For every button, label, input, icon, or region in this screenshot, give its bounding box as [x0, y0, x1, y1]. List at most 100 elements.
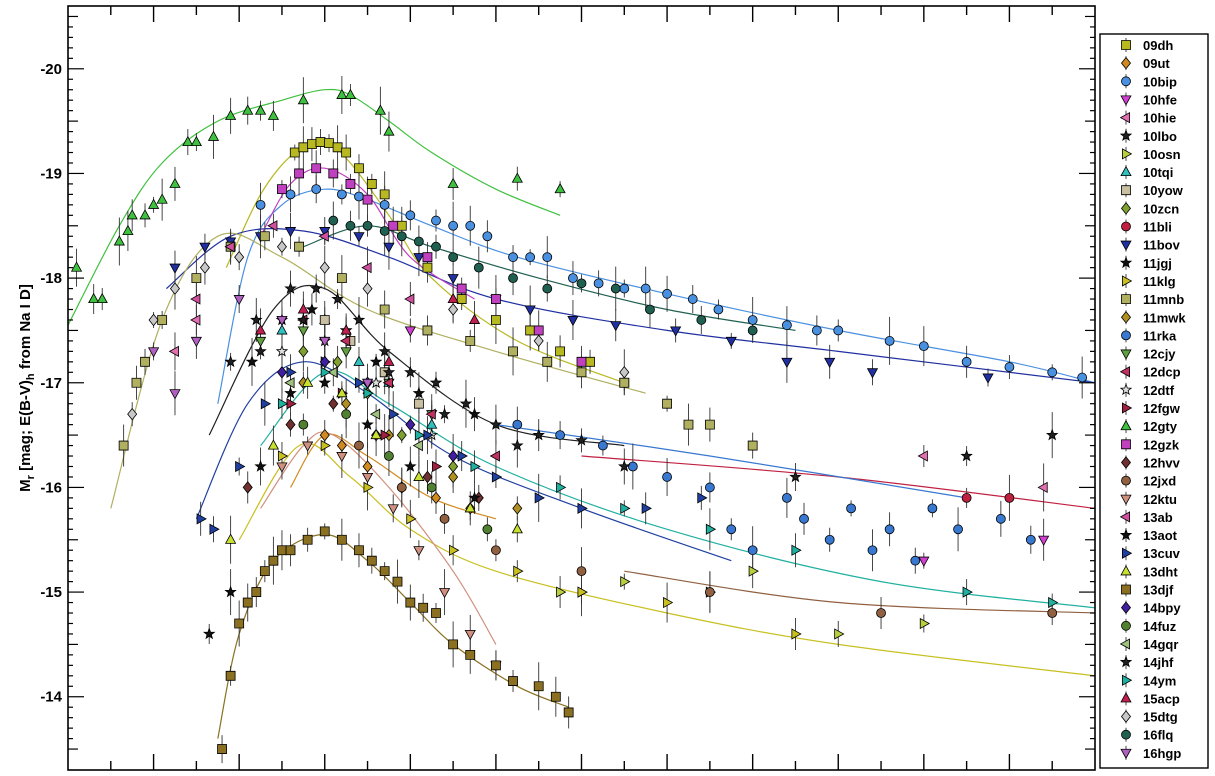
- point-16flq: [748, 326, 757, 335]
- legend-label-13aot: 13aot: [1143, 528, 1178, 543]
- point-10bip: [380, 200, 389, 209]
- point-16flq: [432, 242, 441, 251]
- y-tick-label: -17: [40, 375, 62, 392]
- point-10yow: [320, 315, 329, 324]
- point-11mwk: [342, 398, 351, 409]
- fit-curve-12ktu: [261, 432, 496, 644]
- point-12jxd: [397, 483, 406, 492]
- point-10tqi: [354, 356, 364, 365]
- point-10bip: [885, 336, 894, 345]
- point-13djf: [393, 577, 402, 586]
- point-11mnb: [684, 420, 693, 429]
- point-13djf: [432, 609, 441, 618]
- point-09dh: [333, 143, 342, 152]
- point-11rka: [928, 504, 937, 513]
- legend-label-13ab: 13ab: [1143, 510, 1173, 525]
- point-12gty: [375, 105, 385, 114]
- point-09dh: [397, 221, 406, 230]
- point-13djf: [243, 598, 252, 607]
- point-09dh: [354, 164, 363, 173]
- point-11rka: [847, 504, 856, 513]
- point-16flq: [577, 279, 586, 288]
- point-11bov: [782, 358, 792, 367]
- point-14ym: [792, 545, 801, 555]
- point-13djf: [218, 745, 227, 754]
- fit-curve-11mnb: [111, 233, 646, 508]
- point-10bip: [782, 321, 791, 330]
- point-15dtg: [235, 252, 244, 263]
- point-10bip: [543, 253, 552, 262]
- point-09dh: [316, 138, 325, 147]
- y-tick-label: -14: [40, 689, 62, 706]
- point-10osn: [621, 577, 630, 587]
- point-11bov: [825, 358, 835, 367]
- point-10osn: [749, 566, 758, 576]
- point-12cjy: [298, 327, 308, 336]
- legend-label-10lbo: 10lbo: [1143, 129, 1177, 144]
- point-12gzk: [329, 169, 338, 178]
- point-11rka: [954, 525, 963, 534]
- fit-curves: [68, 89, 1095, 738]
- legend-label-13dht: 13dht: [1143, 564, 1178, 579]
- point-11rka: [996, 514, 1005, 523]
- point-16flq: [329, 216, 338, 225]
- point-12gzk: [534, 326, 543, 335]
- point-12gty: [337, 90, 347, 99]
- point-11rka: [628, 462, 637, 471]
- point-12gty: [555, 184, 565, 193]
- point-10bip: [406, 211, 415, 220]
- point-11bli: [962, 493, 971, 502]
- point-12fgw: [432, 462, 441, 472]
- legend-label-14bpy: 14bpy: [1143, 601, 1181, 616]
- point-11bli: [1005, 493, 1014, 502]
- legend-label-10bip: 10bip: [1143, 74, 1177, 89]
- point-14bpy: [277, 367, 286, 378]
- point-10bip: [688, 295, 697, 304]
- point-14ym: [471, 462, 480, 472]
- error-bars: [77, 76, 1083, 763]
- legend-label-12gty: 12gty: [1143, 419, 1178, 434]
- point-14fuz: [299, 420, 308, 429]
- point-11mnb: [141, 357, 150, 366]
- point-13djf: [337, 535, 346, 544]
- point-11mnb: [705, 420, 714, 429]
- legend-label-10yow: 10yow: [1143, 183, 1184, 198]
- point-11klg: [364, 482, 373, 492]
- point-12dcp: [341, 336, 350, 346]
- point-13djf: [303, 535, 312, 544]
- point-16flq: [380, 227, 389, 236]
- point-11rka: [800, 514, 809, 523]
- point-12ktu: [414, 547, 424, 556]
- point-11bov: [448, 275, 458, 284]
- point-12gty: [127, 210, 137, 219]
- point-09ut: [320, 429, 329, 440]
- point-11rka: [556, 431, 565, 440]
- point-11mnb: [192, 274, 201, 283]
- legend-label-16flq: 16flq: [1143, 728, 1173, 743]
- point-14fuz: [384, 452, 393, 461]
- point-16flq: [697, 315, 706, 324]
- point-10bip: [312, 185, 321, 194]
- point-16flq: [543, 284, 552, 293]
- point-13djf: [252, 588, 261, 597]
- point-13djf: [466, 650, 475, 659]
- point-13dht: [268, 440, 278, 449]
- point-16flq: [611, 284, 620, 293]
- point-12gty: [448, 179, 458, 188]
- y-tick-label: -15: [40, 584, 62, 601]
- point-15dtg: [200, 262, 209, 273]
- point-12gty: [345, 90, 355, 99]
- legend-marker-11bli: [1122, 222, 1131, 231]
- point-13cuv: [698, 493, 707, 503]
- point-16flq: [449, 253, 458, 262]
- point-12gty: [140, 210, 150, 219]
- point-13ab: [362, 263, 371, 273]
- point-10bip: [568, 274, 577, 283]
- point-11mnb: [663, 399, 672, 408]
- point-10bip: [337, 190, 346, 199]
- legend-marker-12gzk: [1122, 440, 1131, 449]
- point-13cuv: [642, 503, 651, 513]
- point-09dh: [299, 143, 308, 152]
- point-12gty: [72, 262, 82, 271]
- point-12gty: [157, 194, 167, 203]
